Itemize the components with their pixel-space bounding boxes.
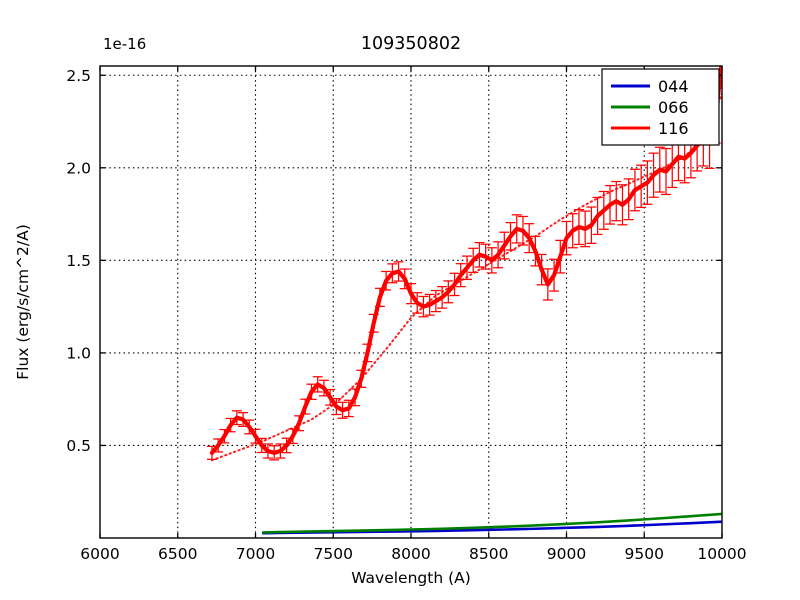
- plot-title: 109350802: [361, 34, 461, 54]
- x-tick-label: 6000: [80, 545, 119, 563]
- x-tick-label: 9000: [547, 545, 586, 563]
- x-tick-label: 8000: [391, 545, 430, 563]
- x-tick-label: 7500: [314, 545, 353, 563]
- legend-label-066[interactable]: 066: [658, 98, 689, 117]
- y-axis-offset-label: 1e-16: [103, 35, 146, 53]
- line-066: [261, 512, 722, 534]
- y-tick-label: 1.0: [66, 344, 91, 362]
- x-axis-title: Wavelength (A): [351, 569, 471, 587]
- axis-layer: 6000 6500 7000 7500 8000 8500 9000 9500 10000 0.5…: [66, 65, 747, 563]
- x-tick-label: 8500: [469, 545, 508, 563]
- label-layer: 109350802 Wavelength (A) Flux (erg/s/cm^…: [14, 34, 471, 587]
- x-tick-label: 6500: [158, 545, 197, 563]
- y-tick-label: 2.0: [66, 159, 91, 177]
- y-tick-label: 1.5: [66, 252, 91, 270]
- x-tick-label: 7000: [236, 545, 275, 563]
- legend-label-044[interactable]: 044: [658, 77, 689, 96]
- line-116: [209, 66, 722, 455]
- series-066: [261, 512, 722, 534]
- y-tick-label: 2.5: [66, 67, 91, 85]
- y-axis-title: Flux (erg/s/cm^2/A): [14, 224, 32, 380]
- legend[interactable]: 044 066 116: [601, 68, 720, 146]
- x-tick-label: 10000: [697, 545, 746, 563]
- y-tick-label: 0.5: [66, 437, 91, 455]
- x-tick-label: 9500: [625, 545, 664, 563]
- legend-label-116[interactable]: 116: [658, 119, 689, 138]
